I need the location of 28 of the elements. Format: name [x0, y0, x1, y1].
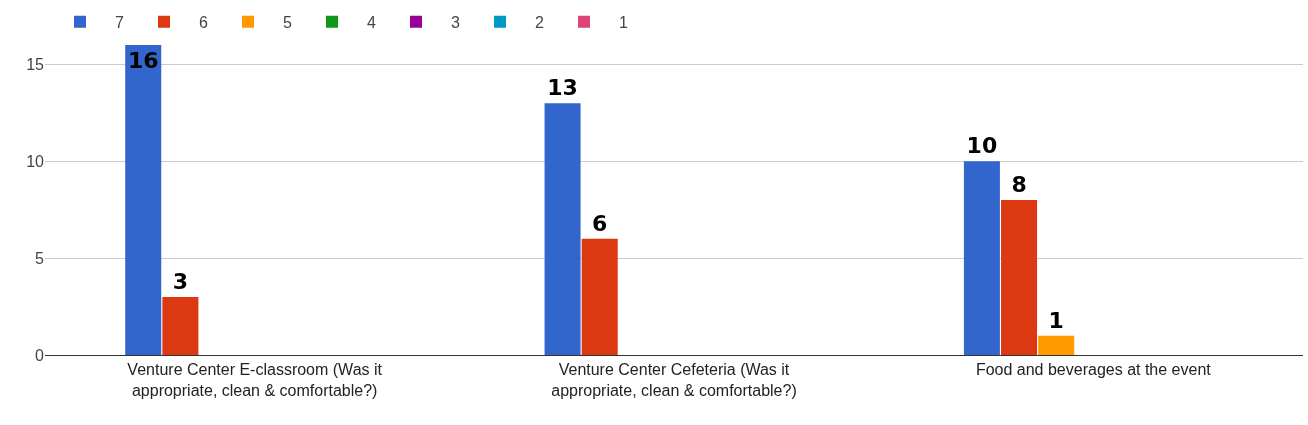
data-label: 16: [127, 48, 159, 73]
bar: [544, 103, 581, 355]
bar: [125, 45, 162, 355]
bar: [1001, 200, 1038, 355]
data-label: 3: [172, 268, 189, 294]
legend-label: 6: [199, 13, 208, 31]
x-tick-label: Food and beverages at the event: [975, 361, 1212, 379]
legend-label: 7: [115, 13, 124, 31]
bar: [581, 238, 618, 355]
x-tick-label: Venture Center E-classroom (Was it appropriate, clean & comfortable?): [127, 361, 383, 399]
y-tick-label: 0: [35, 346, 45, 364]
data-label: 1: [1048, 307, 1064, 333]
legend-label: 3: [451, 13, 460, 31]
data-label: 10: [966, 133, 998, 159]
y-tick-label: 15: [26, 55, 45, 73]
legend-label: 1: [619, 13, 628, 31]
bar: [1038, 335, 1075, 355]
legend-label: 5: [283, 13, 292, 31]
data-label: 6: [592, 210, 608, 236]
data-label: 13: [547, 75, 578, 101]
legend-label: 4: [367, 13, 376, 31]
data-label: 8: [1011, 172, 1027, 197]
y-tick-label: 5: [35, 249, 45, 267]
legend-label: 2: [535, 13, 544, 31]
y-tick-label: 10: [26, 152, 45, 170]
bar: [963, 161, 1000, 355]
x-tick-label: Venture Center Cefeteria (Was it appropriate, clean & comfortable?): [551, 361, 797, 399]
bar: [162, 296, 199, 355]
